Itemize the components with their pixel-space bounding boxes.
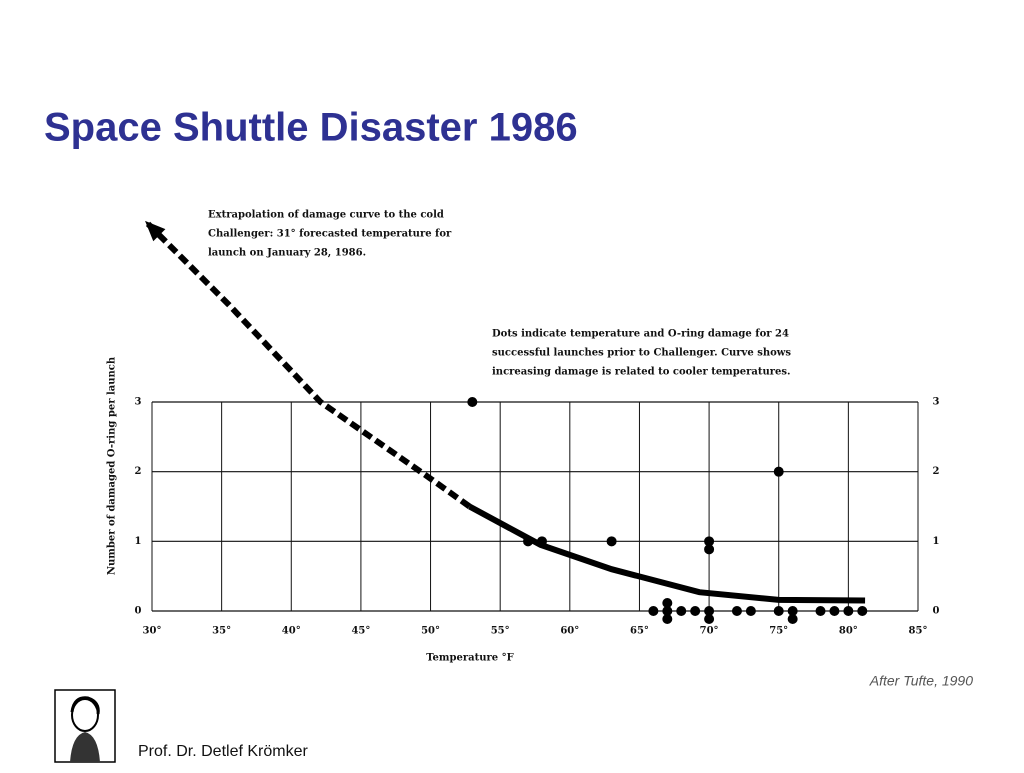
y-tick-label: 1 [135,536,142,547]
y-axis-label: Number of damaged O-ring per launch [107,356,118,575]
data-point [704,544,715,555]
x-tick-label: 70° [700,626,719,637]
portrait [54,689,116,763]
data-point [829,606,840,616]
annotation: successful launches prior to Challenger.… [492,348,791,359]
damage-curve [468,503,866,604]
annotation: Extrapolation of damage curve to the col… [208,210,444,221]
data-point [773,466,784,477]
x-axis-label: Temperature °F [426,653,513,664]
y2-tick-label: 3 [933,397,940,408]
footer: Prof. Dr. Detlef Krömker [138,743,308,760]
data-point [843,606,854,616]
y2-tick-label: 2 [933,466,940,477]
y2-tick-label: 1 [933,536,940,547]
slide-title: Space Shuttle Disaster 1986 [44,106,578,150]
data-point [704,536,715,547]
annotation: Dots indicate temperature and O-ring dam… [492,329,789,340]
data-point [467,397,478,407]
annotation: launch on January 28, 1986. [208,248,366,259]
x-tick-label: 55° [491,626,510,637]
data-point [606,536,617,547]
annotation: Challenger: 31° forecasted temperature f… [208,229,452,240]
data-point [857,606,868,616]
data-point [704,614,715,624]
data-point [731,606,742,616]
data-point [787,606,798,616]
x-tick-label: 75° [769,626,788,637]
damage-curve [142,218,472,509]
y-tick-label: 0 [135,606,142,617]
x-tick-label: 80° [839,626,858,637]
data-point [662,614,673,624]
y-tick-label: 2 [135,466,142,477]
y-tick-label: 3 [135,397,142,408]
x-tick-label: 65° [630,626,649,637]
data-point [662,606,673,616]
x-tick-label: 50° [421,626,440,637]
data-point [815,606,826,616]
data-point [690,606,701,616]
x-tick-label: 30° [143,626,162,637]
x-tick-label: 40° [282,626,301,637]
data-point [662,598,673,608]
y2-tick-label: 0 [933,606,940,617]
data-point [745,606,756,616]
annotation: increasing damage is related to cooler t… [492,367,791,378]
data-point [648,606,659,616]
data-point [773,606,784,616]
data-point [787,614,798,624]
credit: After Tufte, 1990 [869,673,973,689]
arrow-head [145,220,166,242]
x-tick-label: 85° [909,626,928,637]
x-tick-label: 35° [212,626,231,637]
x-tick-label: 45° [351,626,370,637]
x-tick-label: 60° [560,626,579,637]
data-point [704,606,715,616]
data-point [676,606,687,616]
